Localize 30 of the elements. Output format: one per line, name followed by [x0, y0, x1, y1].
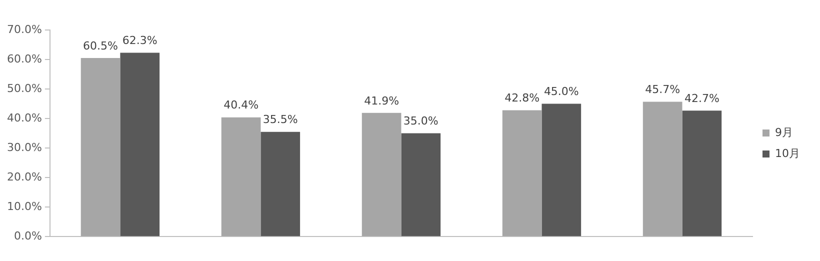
y-tick-label: 60.0% [6, 52, 42, 66]
data-label: 45.7% [645, 83, 680, 96]
bar [502, 110, 542, 236]
data-label: 35.0% [403, 114, 438, 128]
data-label: 40.4% [224, 98, 259, 112]
bar [401, 133, 441, 236]
data-label: 60.5% [83, 39, 118, 52]
bar [260, 132, 300, 236]
bar [642, 102, 682, 236]
data-label: 45.0% [544, 85, 579, 98]
bar [362, 112, 402, 236]
data-label: 62.3% [122, 34, 158, 48]
y-tick-label: 20.0% [6, 170, 42, 184]
data-label: 42.8% [504, 92, 540, 105]
bar [542, 104, 582, 236]
legend-label: 10月 [775, 146, 800, 160]
bar [120, 52, 160, 236]
legend-label: 9月 [775, 126, 794, 139]
y-tick-label: 40.0% [6, 111, 42, 124]
y-tick-label: 0.0% [14, 229, 42, 242]
data-label: 42.7% [684, 92, 720, 105]
bar [221, 117, 261, 236]
data-label: 41.9% [364, 94, 400, 108]
y-tick-label: 50.0% [6, 82, 42, 95]
y-tick-label: 10.0% [6, 200, 42, 213]
y-tick-label: 30.0% [6, 140, 42, 154]
bar [80, 58, 120, 236]
bar [682, 110, 722, 236]
data-label: 35.5% [262, 113, 298, 126]
y-tick-label: 70.0% [6, 22, 42, 36]
